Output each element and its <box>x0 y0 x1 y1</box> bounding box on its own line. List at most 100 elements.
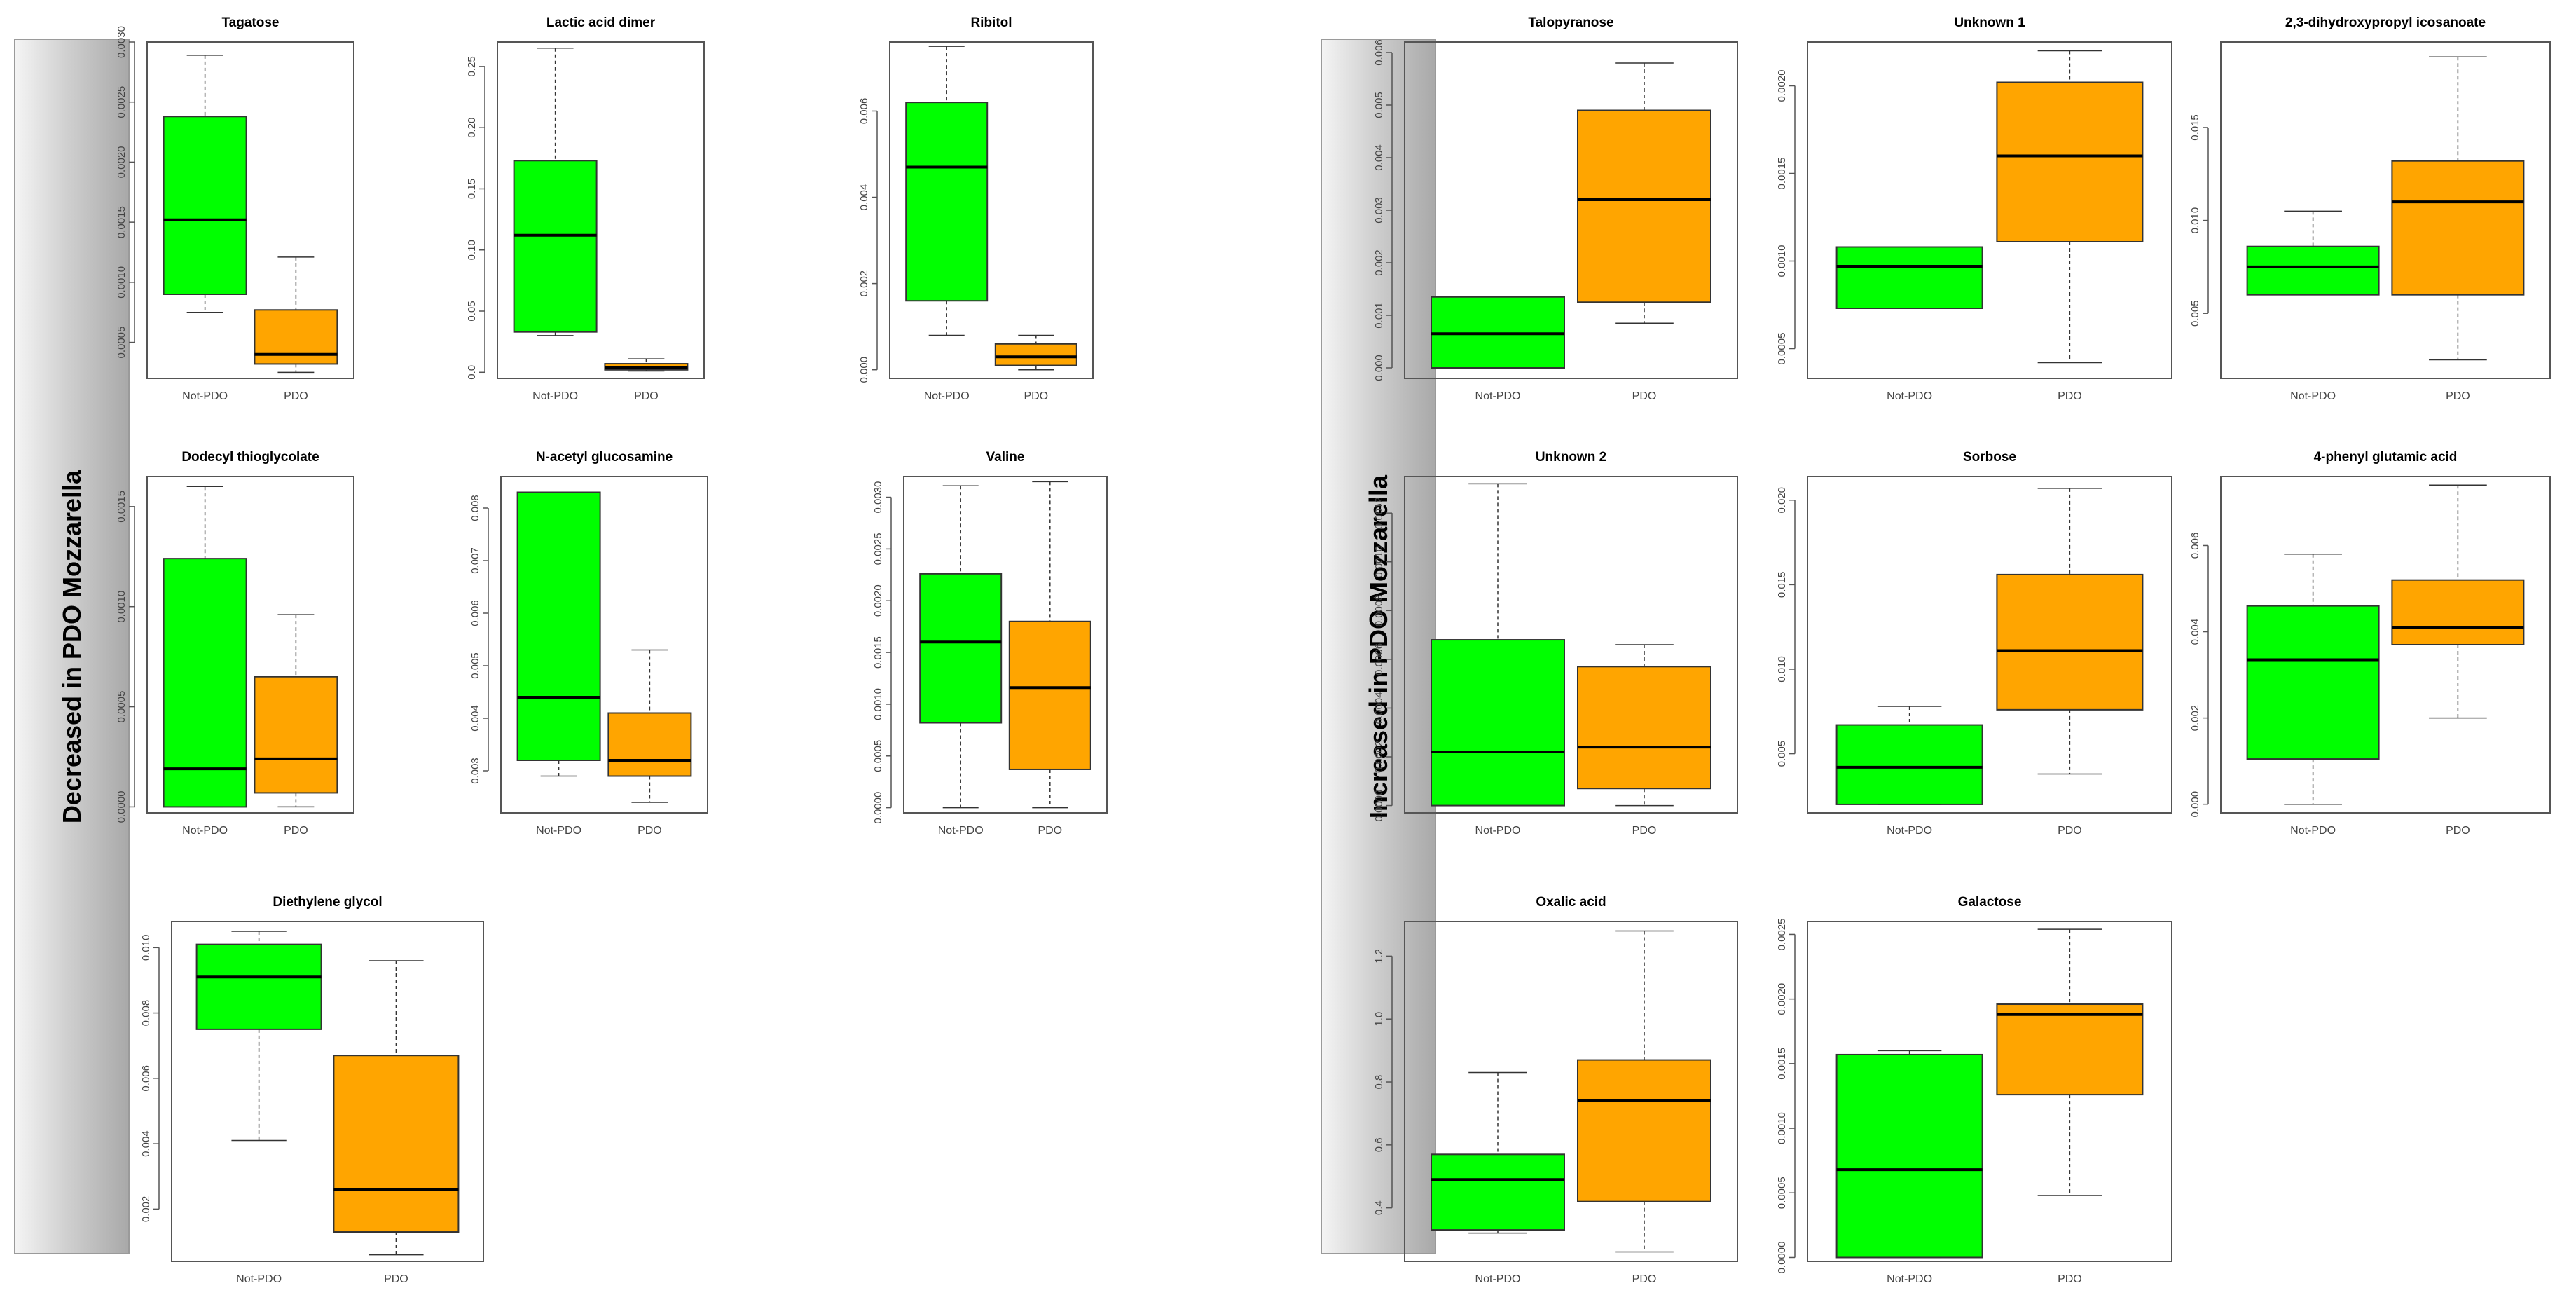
box-pdo <box>254 676 338 794</box>
box-not-pdo <box>1835 1053 1983 1259</box>
plot-frame <box>1807 476 2172 814</box>
x-category-label-pdo: PDO <box>2058 825 2082 837</box>
y-tick-label: 0.0015 <box>116 206 128 238</box>
plot-frame <box>2220 41 2551 379</box>
y-tick-label: 0.0015 <box>116 491 128 523</box>
y-tick-label: 0.0030 <box>872 481 884 514</box>
y-tick-label: 0.8 <box>1373 1075 1385 1090</box>
box-not-pdo <box>919 573 1003 724</box>
y-tick-label: 0.006 <box>2189 533 2201 559</box>
plot-frame <box>146 476 354 814</box>
y-tick-label: 0.002 <box>1373 249 1385 276</box>
x-category-label-not-pdo: Not-PDO <box>236 1273 282 1285</box>
x-category-label-not-pdo: Not-PDO <box>182 390 228 402</box>
y-tick-label: 0.15 <box>466 179 478 199</box>
y-tick-label: 0.008 <box>140 1000 152 1027</box>
y-tick-label: 0.0020 <box>1776 983 1788 1015</box>
y-tick-label: 0.004 <box>2189 619 2201 645</box>
y-tick-label: 0.006 <box>858 98 870 125</box>
y-tick-label: 0.001 <box>1373 302 1385 329</box>
box-not-pdo <box>163 558 247 808</box>
y-tick-label: 0.0015 <box>872 636 884 669</box>
plot-frame <box>146 41 354 379</box>
chart-ribitol: Ribitol 0.000 0.002 0.004 0.006 Not-PDO PDO <box>858 15 1094 402</box>
chart-title: Tagatose <box>221 15 279 30</box>
x-category-label-pdo: PDO <box>284 825 308 837</box>
y-tick-label: 0.0005 <box>872 740 884 772</box>
box-pdo <box>1008 620 1091 770</box>
y-tick-label: 0.0006 <box>1373 643 1385 676</box>
plot-frame <box>1807 41 2172 379</box>
plot-frame <box>1404 41 1738 379</box>
x-category-label-not-pdo: Not-PDO <box>1475 390 1521 402</box>
y-tick-label: 0.004 <box>1373 144 1385 171</box>
y-tick-label: 1.2 <box>1373 949 1385 964</box>
x-category-label-pdo: PDO <box>384 1273 408 1285</box>
chart-title: Unknown 1 <box>1954 15 2025 30</box>
y-tick-label: 0.000 <box>2189 791 2201 818</box>
box-not-pdo <box>2246 605 2380 760</box>
x-category-label-pdo: PDO <box>2446 390 2470 402</box>
chart-title: 2,3-dihydroxypropyl icosanoate <box>2285 15 2486 30</box>
chart-tagatose: Tagatose 0.0005 0.0010 0.0015 0.0020 0.0025 0.… <box>116 15 354 402</box>
increased-group-band: Increased in PDO Mozzarella <box>1321 39 1436 1254</box>
y-tick-label: 0.0000 <box>1776 1242 1788 1274</box>
y-tick-label: 0.015 <box>2189 114 2201 141</box>
box-not-pdo <box>163 116 247 295</box>
x-category-label-not-pdo: Not-PDO <box>1475 1273 1521 1285</box>
plot-frame <box>2220 476 2551 814</box>
y-tick-label: 0.008 <box>469 495 481 521</box>
x-category-label-pdo: PDO <box>2058 390 2082 402</box>
chart-title: Unknown 2 <box>1536 450 1606 465</box>
y-tick-label: 0.003 <box>1373 197 1385 224</box>
x-category-label-pdo: PDO <box>1024 390 1048 402</box>
y-tick-label: 0.007 <box>469 547 481 574</box>
y-tick-label: 0.015 <box>1776 572 1788 598</box>
box-pdo <box>1577 109 1711 303</box>
y-tick-label: 0.0004 <box>1373 692 1385 724</box>
y-tick-label: 0.4 <box>1373 1200 1385 1215</box>
y-tick-label: 0.010 <box>2189 207 2201 234</box>
x-category-label-pdo: PDO <box>284 390 308 402</box>
chart-unknown-1: Unknown 1 0.0005 0.0010 0.0015 0.0020 Not-PDO… <box>1776 15 2172 402</box>
y-tick-label: 0.20 <box>466 118 478 138</box>
y-tick-label: 0.0020 <box>116 146 128 178</box>
box-not-pdo <box>1431 639 1565 807</box>
y-tick-label: 0.0020 <box>872 584 884 617</box>
x-category-label-not-pdo: Not-PDO <box>924 390 970 402</box>
y-tick-label: 0.005 <box>469 652 481 679</box>
box-pdo <box>2391 160 2525 296</box>
box-pdo <box>1577 666 1711 790</box>
box-pdo <box>333 1055 460 1233</box>
y-tick-label: 0.0010 <box>1776 245 1788 277</box>
x-category-label-not-pdo: Not-PDO <box>938 825 984 837</box>
y-tick-label: 0.05 <box>466 301 478 321</box>
chart-n-acetyl-glucosamine: N-acetyl glucosamine 0.003 0.004 0.005 0.006… <box>469 450 708 837</box>
box-pdo <box>607 712 692 777</box>
y-tick-label: 0.0005 <box>116 691 128 723</box>
y-tick-label: 0.005 <box>1776 741 1788 767</box>
y-tick-label: 0.002 <box>140 1196 152 1223</box>
y-tick-label: 0.005 <box>1373 92 1385 118</box>
box-not-pdo <box>2246 245 2380 296</box>
y-tick-label: 0.000 <box>1373 355 1385 381</box>
plot-frame <box>497 41 705 379</box>
box-not-pdo <box>1431 1153 1565 1231</box>
y-tick-label: 0.004 <box>858 184 870 211</box>
y-tick-label: 0.0005 <box>116 327 128 359</box>
plot-frame <box>500 476 708 814</box>
chart-talopyranose: Talopyranose 0.000 0.001 0.002 0.003 0.004 0.0… <box>1373 15 1738 402</box>
y-tick-label: 0.0 <box>466 365 478 380</box>
x-category-label-not-pdo: Not-PDO <box>1887 825 1932 837</box>
chart-lactic-acid-dimer: Lactic acid dimer 0.0 0.05 0.10 0.15 0.20 0.25… <box>466 15 705 402</box>
y-tick-label: 0.0008 <box>1373 594 1385 626</box>
y-tick-label: 0.0005 <box>1776 1177 1788 1209</box>
chart-title: Oxalic acid <box>1536 895 1606 910</box>
plot-frame <box>1807 921 2172 1262</box>
x-category-label-pdo: PDO <box>1038 825 1062 837</box>
chart-2-3-dihydroxypropyl-icosanoate: 2,3-dihydroxypropyl icosanoate 0.005 0.010… <box>2189 15 2551 402</box>
y-tick-label: 0.0020 <box>1776 70 1788 102</box>
y-tick-label: 0.0030 <box>116 26 128 58</box>
chart-title: Galactose <box>1958 895 2022 910</box>
